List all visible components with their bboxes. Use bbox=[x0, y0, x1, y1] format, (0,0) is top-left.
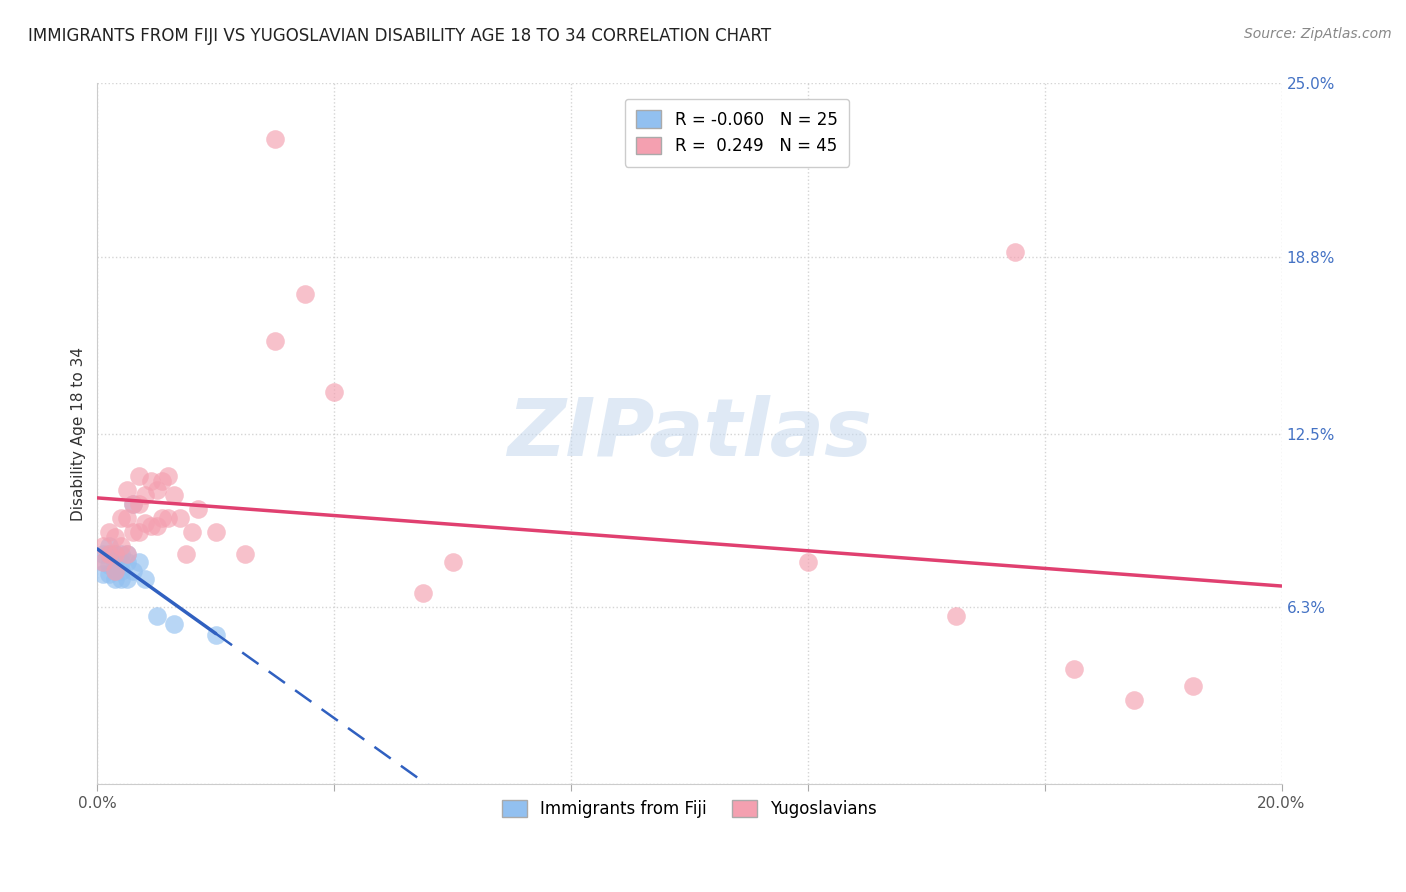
Point bbox=[134, 572, 156, 586]
Point bbox=[115, 547, 138, 561]
Point bbox=[98, 547, 121, 561]
Point bbox=[104, 530, 127, 544]
Point bbox=[98, 524, 121, 539]
Point bbox=[163, 488, 186, 502]
Point bbox=[1063, 662, 1085, 676]
Point bbox=[145, 519, 167, 533]
Point bbox=[98, 566, 121, 581]
Point bbox=[128, 497, 150, 511]
Point bbox=[110, 572, 132, 586]
Point bbox=[128, 524, 150, 539]
Point bbox=[122, 524, 145, 539]
Point bbox=[104, 547, 127, 561]
Point bbox=[115, 483, 138, 497]
Point bbox=[134, 516, 156, 531]
Point bbox=[174, 547, 197, 561]
Point bbox=[104, 572, 127, 586]
Point bbox=[412, 586, 434, 600]
Point bbox=[797, 556, 820, 570]
Point bbox=[264, 132, 287, 146]
Point bbox=[134, 488, 156, 502]
Point bbox=[181, 524, 204, 539]
Point bbox=[110, 564, 132, 578]
Point bbox=[110, 556, 132, 570]
Point bbox=[104, 556, 127, 570]
Point bbox=[294, 286, 316, 301]
Point bbox=[1181, 679, 1204, 693]
Y-axis label: Disability Age 18 to 34: Disability Age 18 to 34 bbox=[72, 347, 86, 521]
Point bbox=[152, 474, 174, 488]
Point bbox=[264, 334, 287, 348]
Point bbox=[104, 564, 127, 578]
Legend: Immigrants from Fiji, Yugoslavians: Immigrants from Fiji, Yugoslavians bbox=[495, 793, 883, 824]
Point bbox=[128, 468, 150, 483]
Point bbox=[187, 502, 209, 516]
Point bbox=[152, 510, 174, 524]
Point bbox=[110, 510, 132, 524]
Point bbox=[91, 556, 114, 570]
Point bbox=[98, 558, 121, 573]
Point bbox=[122, 497, 145, 511]
Point bbox=[115, 547, 138, 561]
Point bbox=[115, 572, 138, 586]
Point bbox=[91, 539, 114, 553]
Point bbox=[110, 547, 132, 561]
Point bbox=[139, 519, 162, 533]
Point bbox=[163, 617, 186, 632]
Point bbox=[98, 539, 121, 553]
Point bbox=[1122, 692, 1144, 706]
Point bbox=[122, 564, 145, 578]
Point bbox=[110, 539, 132, 553]
Point bbox=[204, 628, 226, 642]
Point bbox=[157, 468, 180, 483]
Point bbox=[323, 384, 346, 399]
Point bbox=[169, 510, 191, 524]
Point bbox=[139, 474, 162, 488]
Point bbox=[145, 608, 167, 623]
Point bbox=[122, 497, 145, 511]
Point bbox=[235, 547, 257, 561]
Point bbox=[204, 524, 226, 539]
Point bbox=[145, 483, 167, 497]
Point bbox=[441, 556, 464, 570]
Point bbox=[91, 556, 114, 570]
Point bbox=[98, 547, 121, 561]
Text: Source: ZipAtlas.com: Source: ZipAtlas.com bbox=[1244, 27, 1392, 41]
Point bbox=[128, 556, 150, 570]
Point bbox=[157, 510, 180, 524]
Text: ZIPatlas: ZIPatlas bbox=[508, 394, 872, 473]
Point bbox=[115, 510, 138, 524]
Point bbox=[1004, 244, 1026, 259]
Text: IMMIGRANTS FROM FIJI VS YUGOSLAVIAN DISABILITY AGE 18 TO 34 CORRELATION CHART: IMMIGRANTS FROM FIJI VS YUGOSLAVIAN DISA… bbox=[28, 27, 772, 45]
Point bbox=[91, 566, 114, 581]
Point bbox=[104, 564, 127, 578]
Point bbox=[945, 608, 967, 623]
Point bbox=[104, 547, 127, 561]
Point bbox=[91, 547, 114, 561]
Point bbox=[115, 556, 138, 570]
